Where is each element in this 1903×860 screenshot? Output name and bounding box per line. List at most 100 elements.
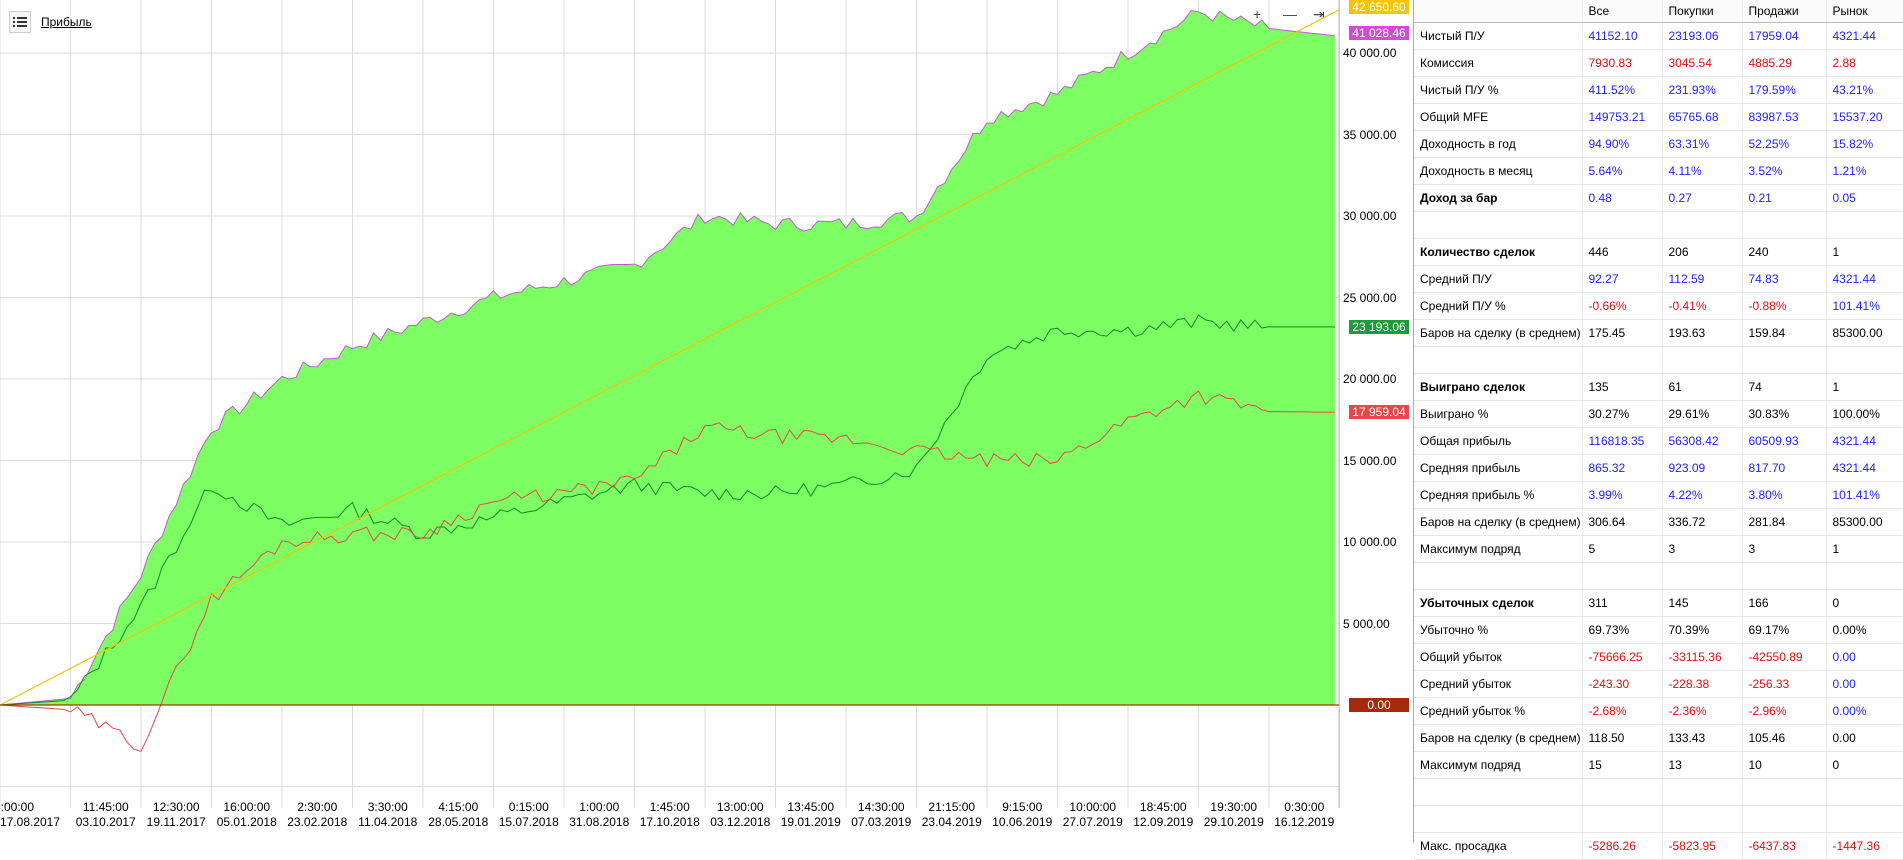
stats-cell: 74 [1742,373,1827,401]
x-tick-time: 1:45:00 [649,800,690,814]
stats-cell: 2.88 [1826,49,1903,77]
stats-row-label [1414,211,1583,239]
stats-row-label: Баров на сделку (в среднем) [1414,508,1583,536]
stats-row: Средний П/У 92.27 112.59 74.83 4321.44 [1414,265,1903,293]
stats-row: Убыточных сделок 311 145 166 0 [1414,589,1903,617]
stats-cell: 0.00% [1826,616,1903,644]
x-tick-date: 12.09.2019 [1133,815,1194,829]
price-tag-short: 17 959.04 [1349,405,1409,420]
x-tick-time: 4:15:00 [438,800,479,814]
y-tick-label: 30 000.00 [1343,209,1397,223]
stats-cell: 240 [1742,238,1827,266]
price-tag-long: 23 193.06 [1349,319,1409,334]
x-tick-time: 0:30:00 [1284,800,1325,814]
stats-row: Общая прибыль 116818.35 56308.42 60509.93 43… [1414,427,1903,455]
x-tick-date: 27.07.2019 [1062,815,1123,829]
stats-cell: 65765.68 [1662,103,1743,131]
x-tick-date: 23.02.2018 [287,815,348,829]
stats-cell: 1 [1826,238,1903,266]
x-tick-date: 05.01.2018 [216,815,277,829]
stats-cell: 0.05 [1826,184,1903,212]
stats-cell: 166 [1742,589,1827,617]
trend-line [0,9,1340,706]
x-tick-time: 12:30:00 [152,800,200,814]
stats-cell [1582,778,1663,806]
stats-cell [1742,805,1827,833]
x-tick-time: 10:00:00 [1069,800,1117,814]
minimize-icon[interactable]: — [1283,6,1297,22]
stats-col-header[interactable]: Все [1582,0,1663,23]
stats-cell: 159.84 [1742,319,1827,347]
stats-cell [1662,346,1743,374]
stats-cell [1826,805,1903,833]
stats-row-label: Выиграно % [1414,400,1583,428]
stats-row: Чистый П/У % 411.52% 231.93% 179.59% 43.21% [1414,76,1903,104]
stats-col-header[interactable]: Рынок [1826,0,1903,23]
stats-cell: -1447.36 [1826,832,1903,860]
equity-chart-canvas [0,0,1340,808]
stats-cell: 100.00% [1826,400,1903,428]
stats-table: Все Покупки Продажи Рынок Чистый П/У 41152.1… [1414,0,1903,860]
x-tick-time: 19:30:00 [1210,800,1258,814]
stats-cell: 193.63 [1662,319,1743,347]
stats-row: Доход за бар 0.48 0.27 0.21 0.05 [1414,184,1903,212]
stats-row-label: Средний убыток [1414,670,1583,698]
stats-cell: 0.21 [1742,184,1827,212]
stats-row: Чистый П/У 41152.10 23193.06 17959.04 4321.4… [1414,22,1903,50]
stats-cell: 70.39% [1662,616,1743,644]
stats-row [1414,805,1903,833]
stats-cell [1582,805,1663,833]
stats-cell: 101.41% [1826,292,1903,320]
stats-cell: 446 [1582,238,1663,266]
y-tick-label: 20 000.00 [1343,372,1397,386]
stats-row-label [1414,805,1583,833]
stats-panel: Все Покупки Продажи Рынок Чистый П/У 41152.1… [1413,0,1903,860]
stats-row-label: Доход за бар [1414,184,1583,212]
stats-row: Максимум подряд 5 3 3 1 [1414,535,1903,563]
x-tick-date: 17.10.2018 [639,815,700,829]
stats-header-blank [1414,0,1583,23]
menu-icon[interactable] [9,11,31,33]
stats-cell: 63.31% [1662,130,1743,158]
stats-cell [1662,562,1743,590]
stats-col-header[interactable]: Продажи [1742,0,1827,23]
stats-cell: 3.80% [1742,481,1827,509]
price-tag-top: 42 650.60 [1349,0,1409,14]
stats-row-label: Комиссия [1414,49,1583,77]
stats-cell [1582,211,1663,239]
series-long-line [0,314,1336,706]
crosshair-icon[interactable]: + [1253,6,1262,22]
stats-cell: 3 [1662,535,1743,563]
stats-cell: 23193.06 [1662,22,1743,50]
stats-cell [1742,346,1827,374]
stats-row-label [1414,346,1583,374]
stats-cell: 41152.10 [1582,22,1663,50]
stats-row-label: Чистый П/У [1414,22,1583,50]
y-tick-label: 5 000.00 [1343,616,1390,631]
stats-cell: 3045.54 [1662,49,1743,77]
x-tick-time: 2:30:00 [297,800,338,814]
stats-row-label: Макс. просадка [1414,832,1583,860]
stats-cell: -75666.25 [1582,643,1663,671]
stats-row: Общий убыток -75666.25 -33115.36 -42550.89 0… [1414,643,1903,671]
y-tick-label: 40 000.00 [1343,46,1397,60]
stats-cell: 4885.29 [1742,49,1827,77]
stats-cell: 74.83 [1742,265,1827,293]
stats-cell: 118.50 [1582,724,1663,752]
profit-link[interactable]: Прибыль [41,15,92,29]
stats-cell: 133.43 [1662,724,1743,752]
stats-cell: 15537.20 [1826,103,1903,131]
stats-cell: 1 [1826,373,1903,401]
equity-chart[interactable]: Прибыль + — ⇥ 40 000.00 35 000.00 30 000.0… [0,0,1413,843]
stats-cell: -228.38 [1662,670,1743,698]
x-tick-date: 03.10.2017 [75,815,136,829]
expand-icon[interactable]: ⇥ [1313,6,1325,22]
stats-cell: 4.11% [1662,157,1743,185]
stats-col-header[interactable]: Покупки [1662,0,1743,23]
x-tick-date: 19.11.2017 [146,815,206,829]
stats-cell: 923.09 [1662,454,1743,482]
stats-cell: -2.68% [1582,697,1663,725]
x-tick-date: 16.12.2019 [1274,815,1335,829]
stats-cell [1742,211,1827,239]
stats-row: Общий MFE 149753.21 65765.68 83987.53 15537.… [1414,103,1903,131]
